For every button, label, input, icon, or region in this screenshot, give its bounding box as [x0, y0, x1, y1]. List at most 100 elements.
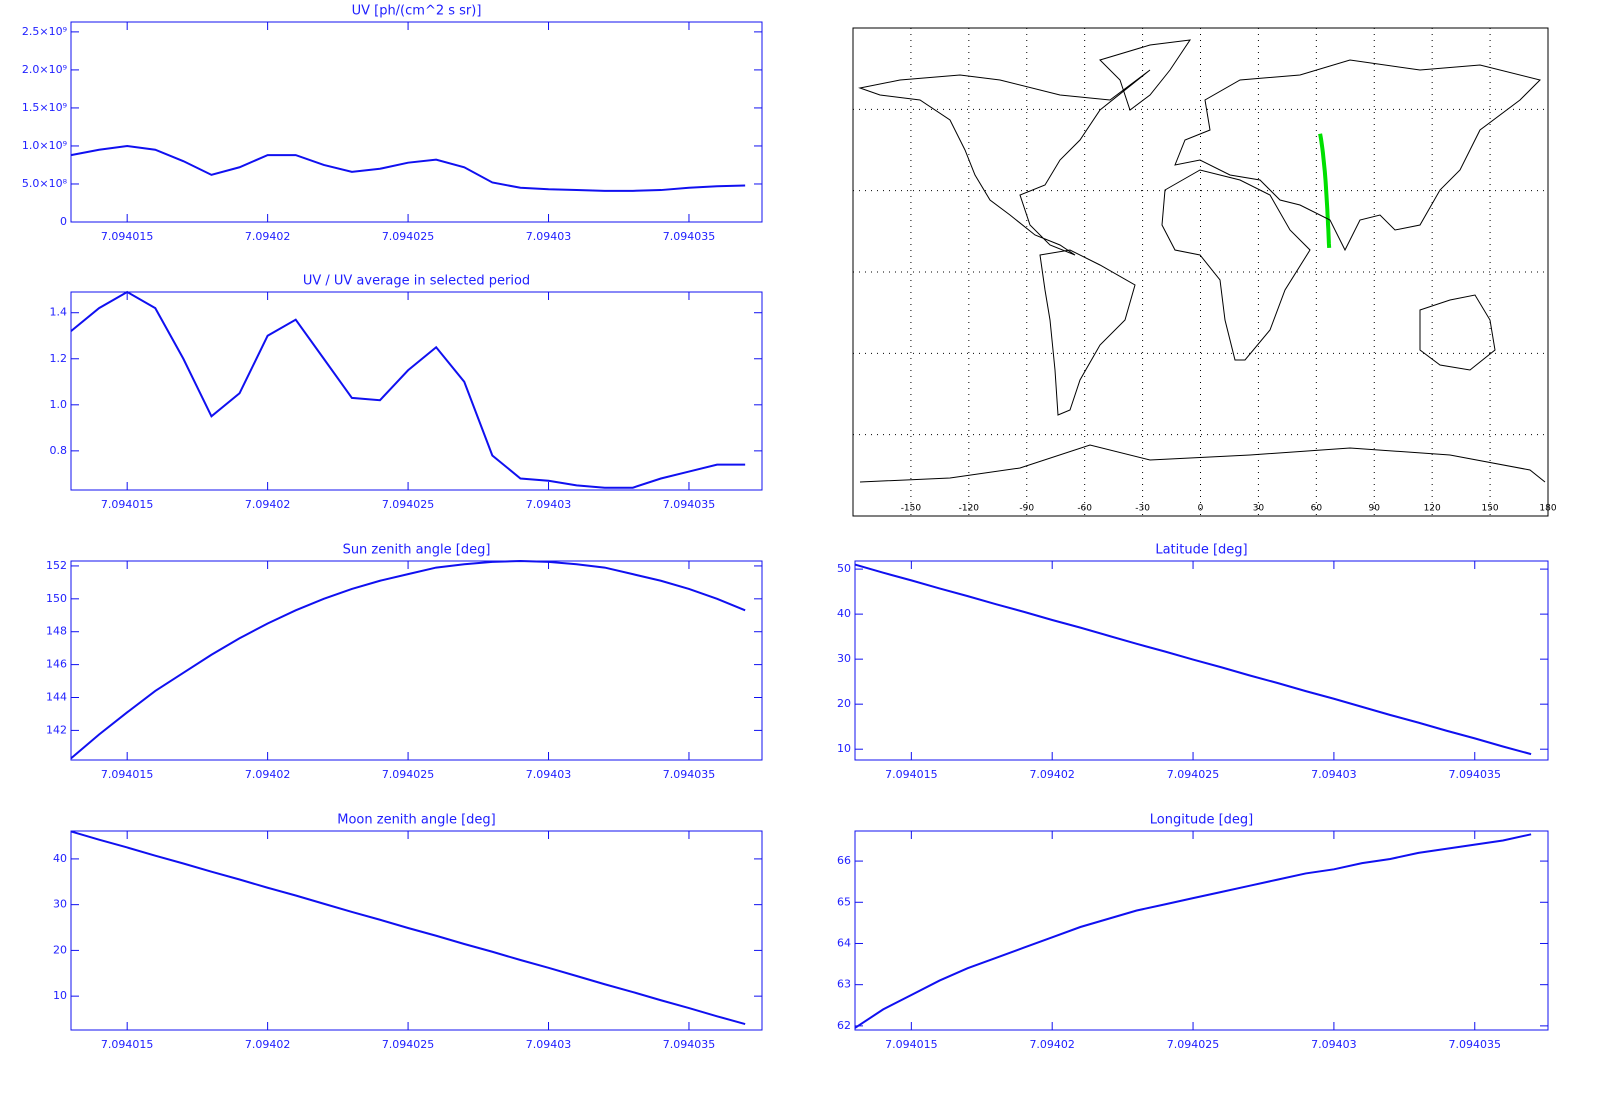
x-tick-label: 7.094015: [885, 1038, 938, 1051]
y-tick-label: 1.5×10⁹: [22, 101, 67, 114]
y-tick-label: 62: [837, 1019, 851, 1032]
panel: Longitude [deg] 7.094015 7.09402 7.094025 7.…: [837, 813, 1549, 1051]
x-tick-label: 7.09402: [245, 1038, 291, 1051]
chart-title: Latitude [deg]: [1155, 543, 1247, 558]
y-tick-label: 0: [60, 215, 67, 228]
x-tick-label: 7.09403: [1311, 1038, 1357, 1051]
panel: UV [ph/(cm^2 s sr)] 7.094015 7.09402 7.0940…: [22, 4, 763, 243]
y-tick-label: 30: [837, 652, 851, 665]
x-tick-label: 7.094025: [1167, 1038, 1220, 1051]
y-tick-label: 10: [837, 742, 851, 755]
y-tick-label: 30: [53, 898, 67, 911]
x-tick-label: -90: [1019, 504, 1034, 514]
x-tick-label: -30: [1135, 504, 1150, 514]
y-tick-label: 65: [837, 895, 851, 908]
chart-title: UV [ph/(cm^2 s sr)]: [352, 4, 482, 19]
y-tick-label: 150: [46, 592, 67, 605]
y-tick-label: 40: [837, 607, 851, 620]
data-line: [70, 144, 746, 192]
y-tick-label: 1.0: [50, 398, 68, 411]
y-tick-label: 5.0×10⁸: [22, 177, 68, 190]
y-tick-label: 40: [53, 852, 67, 865]
greenland: [1099, 39, 1192, 111]
y-tick-label: 20: [53, 943, 67, 956]
chart-title: Moon zenith angle [deg]: [337, 813, 495, 828]
x-tick-label: 7.09402: [1029, 768, 1075, 781]
data-line: [854, 833, 1532, 1029]
x-tick-label: 7.094015: [101, 498, 154, 511]
antarctica: [859, 444, 1546, 483]
data-line: [70, 290, 746, 489]
x-tick-label: 7.09402: [245, 230, 291, 243]
x-tick-label: -120: [959, 504, 980, 514]
x-tick-label: 7.094025: [382, 230, 435, 243]
y-tick-label: 64: [837, 936, 851, 949]
x-tick-label: 7.094025: [382, 498, 435, 511]
x-tick-label: 7.094035: [663, 498, 716, 511]
y-tick-label: 0.8: [50, 444, 68, 457]
eurasia: [1174, 59, 1541, 252]
plot-frame: [70, 560, 763, 761]
y-tick-label: 20: [837, 697, 851, 710]
y-tick-label: 2.0×10⁹: [22, 63, 67, 76]
x-tick-label: 150: [1481, 504, 1498, 514]
plot-frame: [854, 830, 1549, 1031]
x-tick-label: 180: [1539, 504, 1556, 514]
data-line: [854, 563, 1532, 756]
x-tick-label: 7.09402: [245, 498, 291, 511]
x-tick-label: -60: [1077, 504, 1092, 514]
plot-frame: [70, 830, 763, 1031]
y-tick-label: 1.0×10⁹: [22, 139, 67, 152]
x-tick-label: 7.094015: [101, 230, 154, 243]
panel: Latitude [deg] 7.094015 7.09402 7.094025 7.0…: [837, 543, 1549, 781]
x-tick-label: 0: [1198, 504, 1204, 514]
panel: Moon zenith angle [deg] 7.094015 7.09402 7.…: [53, 813, 763, 1051]
x-tick-label: 7.094025: [1167, 768, 1220, 781]
data-line: [70, 559, 746, 760]
x-tick-label: 90: [1369, 504, 1381, 514]
x-tick-label: 7.09402: [245, 768, 291, 781]
x-tick-label: 7.094015: [101, 768, 154, 781]
x-tick-label: 7.09403: [1311, 768, 1357, 781]
x-tick-label: 7.094015: [885, 768, 938, 781]
y-tick-label: 1.4: [50, 306, 68, 319]
x-tick-label: 7.094035: [1449, 768, 1502, 781]
x-tick-label: 7.09403: [526, 1038, 572, 1051]
africa: [1161, 169, 1311, 361]
x-tick-label: 7.09403: [526, 768, 572, 781]
chart-title: Longitude [deg]: [1150, 813, 1253, 828]
x-tick-label: 7.094035: [1449, 1038, 1502, 1051]
y-tick-label: 66: [837, 854, 851, 867]
x-tick-label: 7.094025: [382, 768, 435, 781]
north-america: [858, 69, 1151, 256]
panel: -150 -120 -90 -60 -30 0 30 60 90 120 150 180: [852, 27, 1557, 517]
y-tick-label: 148: [46, 625, 67, 638]
x-tick-label: 7.094035: [663, 1038, 716, 1051]
y-tick-label: 144: [46, 691, 67, 704]
x-tick-label: 30: [1253, 504, 1265, 514]
x-tick-label: 7.094035: [663, 768, 716, 781]
x-tick-label: 7.094035: [663, 230, 716, 243]
y-tick-label: 152: [46, 559, 67, 572]
x-tick-label: 7.09403: [526, 498, 572, 511]
y-tick-label: 63: [837, 978, 851, 991]
x-tick-label: 7.09403: [526, 230, 572, 243]
x-tick-label: 60: [1311, 504, 1323, 514]
x-tick-label: 7.094025: [382, 1038, 435, 1051]
x-tick-label: 7.094015: [101, 1038, 154, 1051]
y-tick-label: 142: [46, 723, 67, 736]
x-tick-label: 7.09402: [1029, 1038, 1075, 1051]
panel: UV / UV average in selected period 7.0940…: [50, 274, 763, 511]
chart-title: UV / UV average in selected period: [303, 274, 530, 289]
panel: Sun zenith angle [deg] 7.094015 7.09402 7.0…: [46, 543, 763, 781]
y-tick-label: 1.2: [50, 352, 68, 365]
y-tick-label: 10: [53, 989, 67, 1002]
x-tick-label: 120: [1424, 504, 1441, 514]
plot-frame: [70, 291, 763, 491]
plot-frame: [70, 21, 763, 223]
chart-title: Sun zenith angle [deg]: [343, 543, 491, 558]
y-tick-label: 146: [46, 658, 67, 671]
ground-track: [1318, 133, 1332, 248]
